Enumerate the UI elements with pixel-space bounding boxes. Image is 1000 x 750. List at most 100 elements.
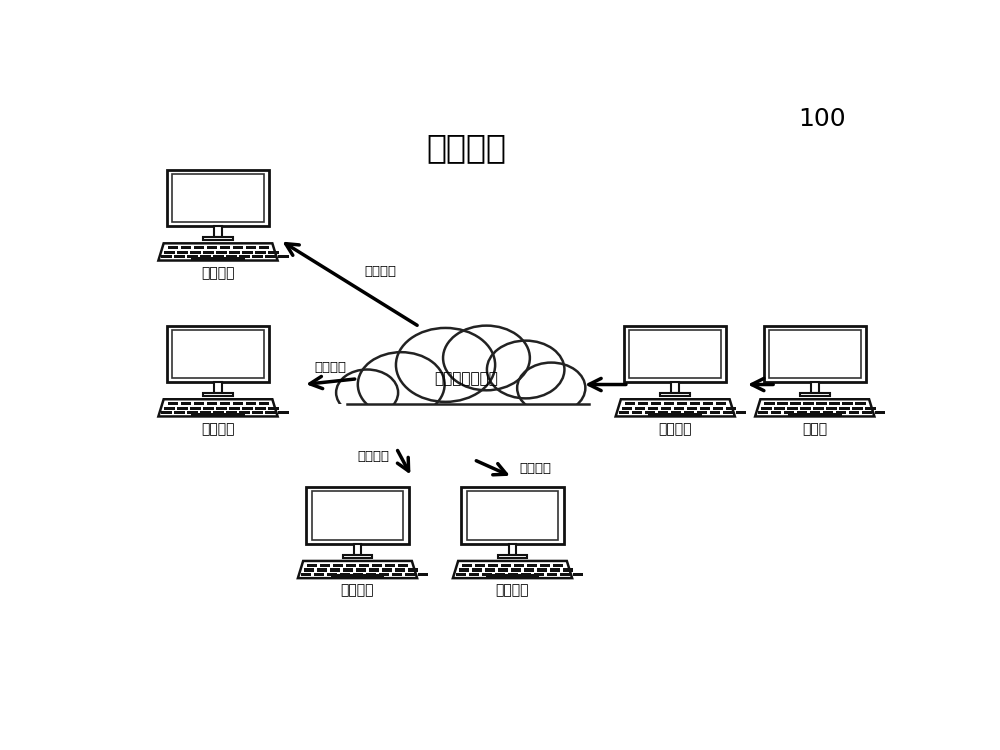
Polygon shape: [161, 255, 172, 259]
Polygon shape: [278, 255, 289, 259]
Polygon shape: [161, 411, 172, 414]
Polygon shape: [787, 406, 798, 410]
Polygon shape: [398, 564, 408, 567]
Circle shape: [336, 370, 398, 416]
Polygon shape: [187, 255, 198, 259]
Text: 僵尸程序: 僵尸程序: [314, 361, 346, 374]
Polygon shape: [158, 243, 278, 260]
Polygon shape: [174, 255, 185, 259]
Polygon shape: [514, 564, 524, 567]
Polygon shape: [852, 406, 863, 410]
Polygon shape: [194, 246, 204, 250]
Polygon shape: [810, 411, 820, 414]
Polygon shape: [220, 402, 230, 405]
Polygon shape: [233, 402, 243, 405]
Polygon shape: [690, 402, 700, 405]
Polygon shape: [312, 491, 403, 540]
Polygon shape: [624, 326, 726, 382]
Polygon shape: [359, 564, 369, 567]
Polygon shape: [214, 226, 222, 237]
Polygon shape: [268, 406, 279, 410]
Polygon shape: [191, 413, 245, 416]
Polygon shape: [777, 402, 788, 405]
Polygon shape: [167, 326, 269, 382]
Polygon shape: [181, 402, 191, 405]
Polygon shape: [660, 393, 690, 396]
Polygon shape: [560, 573, 570, 576]
Polygon shape: [191, 256, 245, 259]
Polygon shape: [842, 402, 853, 405]
Polygon shape: [524, 568, 534, 572]
Polygon shape: [226, 411, 237, 414]
Polygon shape: [550, 568, 560, 572]
Polygon shape: [354, 544, 361, 554]
Polygon shape: [829, 402, 840, 405]
Polygon shape: [553, 564, 563, 567]
Polygon shape: [671, 382, 679, 393]
Polygon shape: [395, 568, 405, 572]
Polygon shape: [200, 411, 211, 414]
Text: 100: 100: [799, 107, 846, 130]
Polygon shape: [619, 411, 629, 414]
Polygon shape: [366, 573, 376, 576]
Polygon shape: [167, 170, 269, 226]
Polygon shape: [190, 251, 201, 254]
Polygon shape: [385, 564, 395, 567]
Polygon shape: [408, 568, 418, 572]
Polygon shape: [521, 573, 531, 576]
Polygon shape: [382, 568, 392, 572]
Polygon shape: [190, 406, 201, 410]
Polygon shape: [174, 411, 185, 414]
Polygon shape: [671, 411, 681, 414]
Polygon shape: [187, 411, 198, 414]
Text: 攻击者: 攻击者: [802, 422, 827, 436]
Polygon shape: [758, 411, 768, 414]
Polygon shape: [488, 564, 498, 567]
Text: 僵尸主机: 僵尸主机: [496, 584, 529, 598]
Polygon shape: [849, 411, 859, 414]
Polygon shape: [177, 406, 188, 410]
Polygon shape: [862, 411, 872, 414]
Polygon shape: [239, 255, 250, 259]
Polygon shape: [453, 561, 572, 578]
Polygon shape: [304, 568, 314, 572]
Polygon shape: [716, 402, 726, 405]
Polygon shape: [172, 329, 264, 378]
Polygon shape: [726, 406, 736, 410]
Polygon shape: [537, 568, 547, 572]
Polygon shape: [203, 393, 233, 396]
Circle shape: [517, 362, 585, 413]
Polygon shape: [306, 488, 409, 544]
Polygon shape: [320, 564, 330, 567]
Polygon shape: [811, 382, 819, 393]
Polygon shape: [164, 406, 175, 410]
Circle shape: [396, 328, 495, 402]
Text: 命令与控制信道: 命令与控制信道: [434, 371, 498, 386]
Polygon shape: [252, 255, 263, 259]
Polygon shape: [629, 329, 721, 378]
Polygon shape: [736, 411, 746, 414]
Polygon shape: [648, 406, 658, 410]
Polygon shape: [703, 402, 713, 405]
Text: 僵尸程序: 僵尸程序: [520, 462, 552, 475]
Polygon shape: [616, 399, 735, 416]
Text: 僵尸主机: 僵尸主机: [201, 422, 235, 436]
Polygon shape: [265, 255, 276, 259]
Polygon shape: [229, 251, 240, 254]
Polygon shape: [769, 329, 861, 378]
Polygon shape: [259, 402, 269, 405]
Polygon shape: [301, 573, 311, 576]
Polygon shape: [790, 402, 801, 405]
Polygon shape: [800, 393, 830, 396]
Text: 僵尸程序: 僵尸程序: [365, 266, 397, 278]
Polygon shape: [784, 411, 794, 414]
Polygon shape: [207, 246, 217, 250]
Polygon shape: [203, 251, 214, 254]
Polygon shape: [220, 246, 230, 250]
Polygon shape: [836, 411, 846, 414]
Polygon shape: [353, 573, 363, 576]
Polygon shape: [255, 251, 266, 254]
Polygon shape: [511, 568, 521, 572]
Polygon shape: [563, 568, 573, 572]
Polygon shape: [764, 402, 775, 405]
